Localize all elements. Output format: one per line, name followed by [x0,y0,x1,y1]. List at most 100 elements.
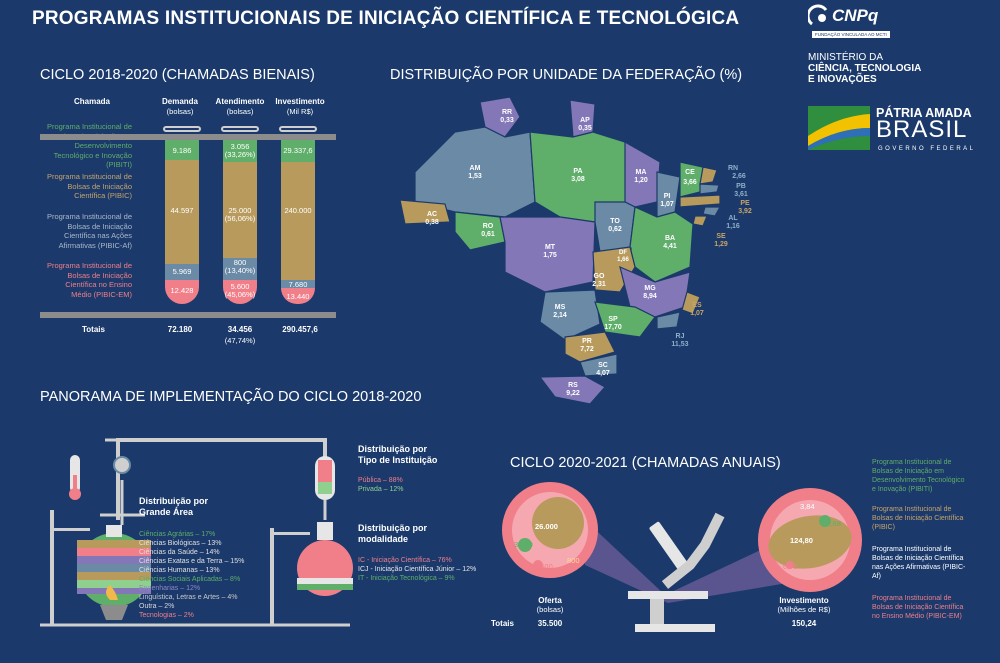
oferta-label: Oferta [538,596,562,605]
area-item: Ciências da Saúde – 14% [139,549,220,556]
cnpq-subtitle: FUNDAÇÃO VINCULADA AO MCTI [812,31,890,38]
cycle-2020-heading: CICLO 2020-2021 (CHAMADAS ANUAIS) [510,455,781,471]
col-atendimento-header: Atendimento [215,97,265,106]
area-item: Linguística, Letras e Artes – 4% [139,594,238,601]
ministry-line-2: CIÊNCIA, TECNOLOGIA [808,63,922,74]
state-sp [594,301,656,338]
total-atendimento: 34.456 [227,325,253,334]
map-value-rr: 0,33 [500,117,514,124]
state-se [692,215,708,227]
program-pibic-af-label: Programa Institucional de Bolsas de Inic… [46,212,132,250]
state-ma [624,140,661,208]
mod-item: IC - Iniciação Científica – 76% [358,557,452,564]
mod-item: ICJ - Iniciação Científica Júnior – 12% [358,566,477,573]
col-investimento-sub: (Mil R$) [286,107,314,116]
state-ba [629,206,694,283]
map-value-sp: 17,70 [604,324,622,331]
map-label-rn: RN [728,165,738,172]
atendimento-pct: (13,40%) [224,266,256,275]
tube-demanda-pibic-af [165,264,199,280]
map-value-go: 2,31 [592,281,606,288]
map-label-sp: SP [608,316,618,323]
total-demanda: 72.180 [167,325,193,334]
col-demanda-header: Demanda [161,97,198,106]
map-value-pa: 3,08 [571,176,585,183]
legend-pibic-af: Programa Institucional de Bolsas de Inic… [872,546,966,580]
map-value-mt: 1,75 [543,252,557,259]
map-value-to: 0,62 [608,226,622,233]
map-value-mg: 8,94 [643,293,657,300]
oferta-value: 800 [567,556,580,565]
map-label-pb: PB [736,183,746,190]
invest-value: 14,88 [822,519,841,528]
tube-investimento-pibiti [281,140,315,162]
tube-investimento-pibic-em [281,288,315,304]
mod-title: Distribuição por modalidade [358,523,427,545]
invest-label: Investimento [779,596,829,605]
tube-rack-bottom [40,312,336,318]
brazil-map: RR0,33 AP0,35 AM1,53 PA3,08 MA1,20 CE 3,6… [399,96,752,405]
area-item: Ciências Biológicas – 13% [139,540,222,547]
col-investimento-header: Investimento [275,97,325,106]
totals-label: Totais [82,325,105,334]
map-label-ce: CE [685,169,695,176]
state-sc [579,353,618,377]
map-label-ro: RO [483,223,494,230]
inst-legend: Pública – 88% Privada – 12% [358,476,404,494]
tube-atendimento-pibiti [223,140,257,162]
area-item: Tecnologias – 2% [139,612,194,619]
map-label-ac: AC [427,211,437,218]
invest-value: 3,84 [800,502,815,511]
map-value-rs: 9,22 [566,390,580,397]
total-invest: 150,24 [791,619,817,628]
program-pibic-label: Programa Institucional de Bolsas de Inic… [46,172,132,200]
patria-line-1: PÁTRIA AMADA [876,106,972,120]
map-value-df: 1,66 [617,257,629,263]
map-label-to: TO [610,218,620,225]
area-legend: Ciências Agrárias – 17% Ciências Biológi… [139,530,244,620]
tube-atendimento: 3.056 (33,26%) 25.000 (56,06%) 800 (13,4… [221,126,259,306]
map-label-rs: RS [568,382,578,389]
invest-value: 124,80 [790,536,813,545]
program-pibic-em-label: Programa Institucional de Bolsas de Inic… [46,261,132,299]
map-value-pb: 3,61 [734,191,748,198]
inst-title: Distribuição por Tipo de Instituição [358,444,437,466]
state-rj [656,311,681,330]
total-oferta: 35.500 [537,619,563,628]
map-label-ma: MA [636,169,647,176]
map-label-se: SE [716,233,726,240]
map-value-al: 1,16 [726,223,740,230]
map-label-pi: PI [664,193,671,200]
investimento-value: 13.440 [286,292,310,301]
map-label-ap: AP [580,117,590,124]
tube-investimento: 29.337,6 240.000 7.680 13.440 [279,126,317,306]
atendimento-pct: (45,06%) [224,290,256,299]
map-label-df: DF [619,250,627,256]
map-label-sc: SC [598,362,608,369]
map-value-rj: 11,53 [671,341,688,348]
atendimento-value: 3.056 [230,142,250,151]
state-ro [454,211,506,251]
tube-atendimento-pibic-af [223,258,257,280]
cnpq-logo-icon [806,4,828,26]
tube-demanda-pibic [165,160,199,264]
oferta-sub: (bolsas) [536,605,564,614]
area-item: Ciências Sociais Aplicadas – 8% [139,576,241,583]
inst-title-line-2: Tipo de Instituição [358,455,438,465]
map-value-ce: 3,66 [683,179,697,186]
map-label-ba: BA [665,235,675,242]
state-al [702,206,722,217]
atendimento-pct: (56,06%) [224,214,256,223]
tube-atendimento-pibic [223,162,257,258]
map-label-rj: RJ [676,333,685,340]
state-pr [564,331,616,363]
mod-title-line-2: modalidade [358,534,409,544]
map-value-ma: 1,20 [634,177,648,184]
state-es [681,291,701,315]
page-title: PROGRAMAS INSTITUCIONAIS DE INICIAÇÃO CI… [32,8,740,29]
map-label-ms: MS [555,304,566,311]
atendimento-value: 800 [233,258,247,267]
invest-sub: (Milhões de R$) [777,605,831,614]
col-demanda-sub: (bolsas) [166,107,194,116]
demanda-value: 12.428 [170,286,194,295]
